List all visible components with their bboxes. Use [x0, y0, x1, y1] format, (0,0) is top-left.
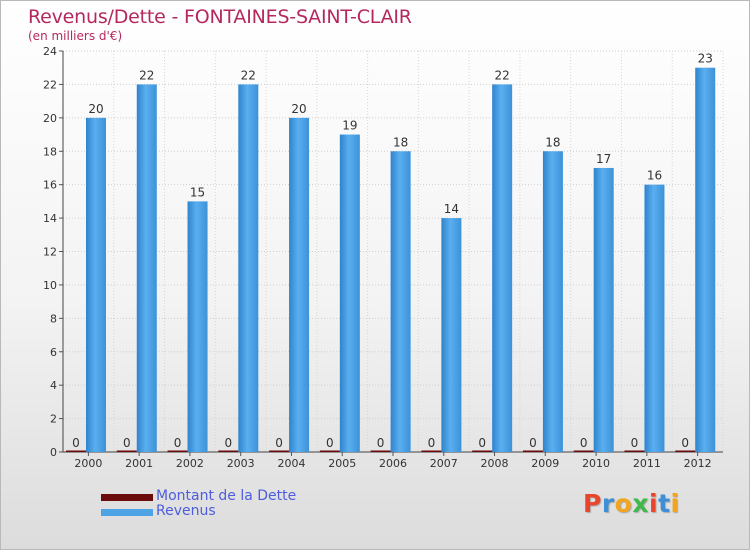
x-tick-label: 2007: [430, 457, 458, 470]
bar-revenus: [441, 218, 462, 452]
data-label-dette: 0: [631, 436, 639, 450]
bar-dette: [167, 450, 188, 452]
data-label-revenus: 17: [596, 152, 611, 166]
bar-dette: [421, 450, 442, 452]
x-tick-label: 2006: [379, 457, 407, 470]
data-label-revenus: 18: [393, 135, 408, 149]
bar-revenus: [238, 84, 259, 453]
data-label-revenus: 19: [342, 119, 357, 133]
data-label-dette: 0: [275, 436, 283, 450]
y-tick-label: 18: [43, 145, 57, 158]
data-label-revenus: 16: [647, 169, 662, 183]
legend-swatch-dette: [101, 494, 153, 501]
logo-letter: i: [649, 489, 659, 518]
data-label-revenus: 20: [291, 102, 306, 116]
y-tick-label: 6: [50, 346, 57, 359]
logo-letter: t: [658, 489, 671, 518]
bar-revenus: [289, 117, 310, 452]
data-label-dette: 0: [681, 436, 689, 450]
bar-revenus: [542, 151, 563, 452]
logo-letter: i: [670, 489, 680, 518]
data-label-revenus: 15: [190, 185, 205, 199]
x-tick-label: 2000: [74, 457, 102, 470]
y-tick-label: 16: [43, 179, 57, 192]
data-label-revenus: 22: [139, 68, 154, 82]
y-tick-label: 12: [43, 246, 57, 259]
bar-revenus: [644, 184, 665, 452]
bar-dette: [116, 450, 137, 452]
data-label-dette: 0: [123, 436, 131, 450]
legend-label-revenus: Revenus: [156, 503, 216, 519]
y-tick-label: 0: [50, 446, 57, 459]
bar-revenus: [593, 167, 614, 453]
x-tick-label: 2005: [328, 457, 356, 470]
proxiti-logo: Proxiti: [583, 489, 680, 518]
y-tick-label: 4: [50, 379, 57, 392]
x-tick-label: 2008: [481, 457, 509, 470]
logo-letter: P: [583, 489, 602, 518]
x-tick-label: 2003: [227, 457, 255, 470]
y-tick-label: 10: [43, 279, 57, 292]
data-label-revenus: 20: [88, 102, 103, 116]
data-label-dette: 0: [529, 436, 537, 450]
x-tick-label: 2012: [684, 457, 712, 470]
bar-dette: [522, 450, 543, 452]
data-label-dette: 0: [428, 436, 436, 450]
y-tick-label: 22: [43, 78, 57, 91]
y-tick-label: 14: [43, 212, 57, 225]
bar-dette: [269, 450, 290, 452]
bar-dette: [624, 450, 645, 452]
data-label-revenus: 14: [444, 202, 459, 216]
y-tick-label: 24: [43, 45, 57, 58]
logo-letter: r: [601, 489, 615, 518]
bar-dette: [370, 450, 391, 452]
logo-letter: x: [632, 489, 649, 518]
data-label-revenus: 22: [241, 68, 256, 82]
bars: [66, 67, 716, 453]
x-tick-label: 2002: [176, 457, 204, 470]
data-label-dette: 0: [72, 436, 80, 450]
legend-swatch-revenus: [101, 509, 153, 516]
bar-revenus: [136, 84, 157, 453]
data-labels: 0 20 0 22 0 15 0 22 0 20 0 19 0 18 0 14 0 22 0 18 0 17 0 16 0 23: [72, 52, 713, 450]
chart-title: Revenus/Dette - FONTAINES-SAINT-CLAIR: [28, 6, 412, 28]
data-label-dette: 0: [326, 436, 334, 450]
bar-revenus: [695, 67, 716, 452]
data-label-revenus: 18: [545, 135, 560, 149]
chart-subtitle: (en milliers d'€): [28, 29, 123, 43]
bar-dette: [319, 450, 340, 452]
data-label-dette: 0: [478, 436, 486, 450]
data-label-dette: 0: [224, 436, 232, 450]
bar-dette: [66, 450, 86, 452]
x-tick-label: 2004: [277, 457, 305, 470]
legend-label-dette: Montant de la Dette: [156, 488, 297, 504]
data-label-revenus: 22: [495, 68, 510, 82]
bar-dette: [218, 450, 239, 452]
data-label-dette: 0: [580, 436, 588, 450]
data-label-dette: 0: [174, 436, 182, 450]
y-tick-label: 20: [43, 112, 57, 125]
y-tick-label: 8: [50, 312, 57, 325]
data-label-revenus: 23: [698, 52, 713, 66]
bar-revenus: [86, 117, 106, 452]
bar-revenus: [390, 151, 411, 452]
y-tick-label: 2: [50, 413, 57, 426]
bar-dette: [675, 450, 696, 452]
bar-revenus: [187, 201, 208, 452]
x-tick-label: 2001: [125, 457, 153, 470]
x-tick-label: 2011: [633, 457, 661, 470]
x-tick-label: 2009: [531, 457, 559, 470]
bar-revenus: [339, 134, 360, 452]
logo-letter: o: [614, 489, 633, 518]
bar-dette: [472, 450, 493, 452]
x-tick-label: 2010: [582, 457, 610, 470]
bar-revenus: [492, 84, 513, 453]
data-label-dette: 0: [377, 436, 385, 450]
bar-dette: [573, 450, 594, 452]
